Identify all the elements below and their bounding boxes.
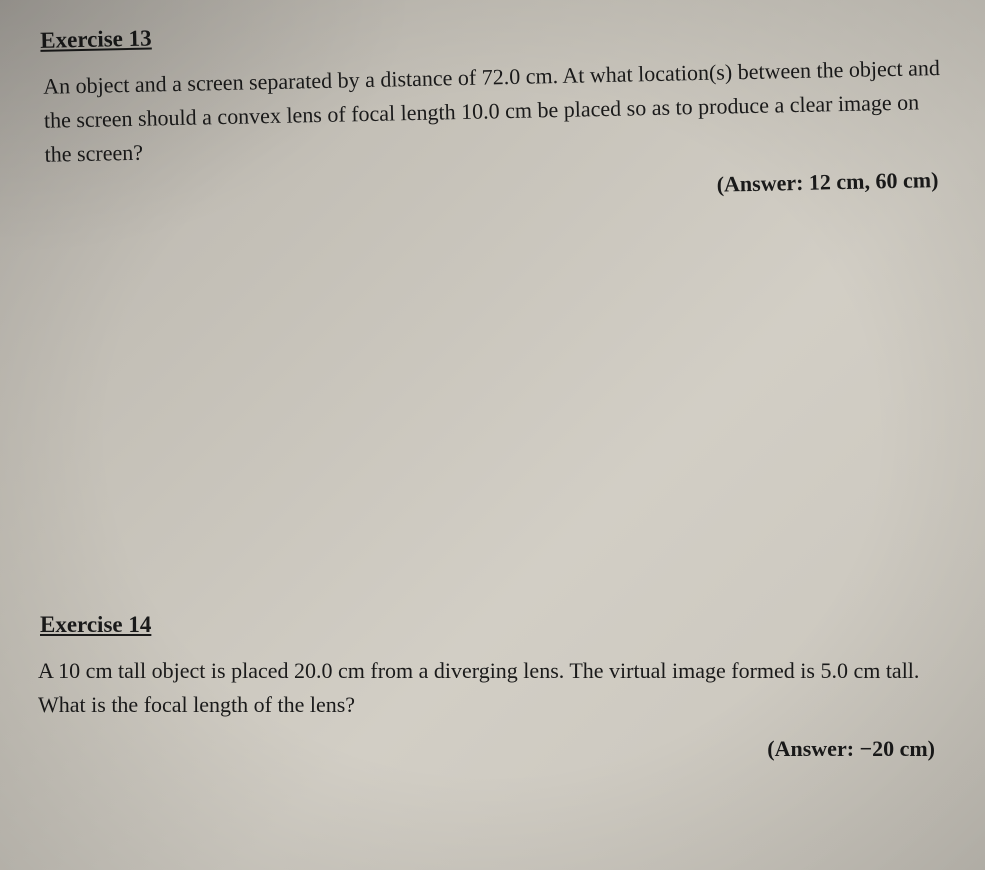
exercise-14-answer: (Answer: −20 cm) (38, 736, 935, 762)
exercise-14-title: Exercise 14 (40, 612, 945, 638)
exercise-14: Exercise 14 A 10 cm tall object is place… (32, 612, 945, 762)
exercise-13: Exercise 13 An object and a screen separ… (32, 9, 949, 212)
exercise-13-title: Exercise 13 (40, 9, 945, 54)
exercise-13-body: An object and a screen separated by a di… (43, 51, 948, 172)
spacer (32, 212, 945, 612)
exercise-14-body: A 10 cm tall object is placed 20.0 cm fr… (38, 654, 945, 722)
exercise-13-answer: (Answer: 12 cm, 60 cm) (41, 167, 938, 212)
